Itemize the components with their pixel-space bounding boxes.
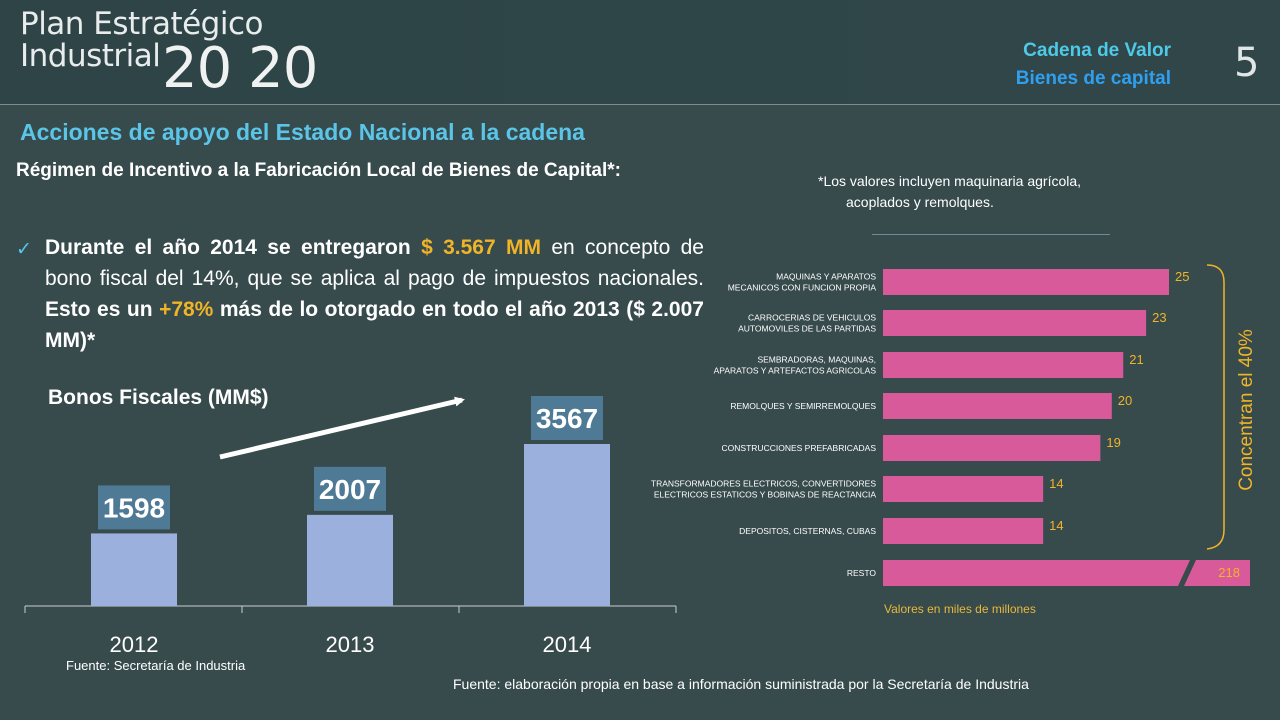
sector-category-label: SEMBRADORAS, MAQUINAS, bbox=[757, 355, 876, 365]
sector-bar bbox=[883, 269, 1169, 295]
sector-category-label: MECANICOS CON FUNCION PROPIA bbox=[728, 283, 877, 293]
source-right: Fuente: elaboración propia en base a inf… bbox=[453, 676, 1029, 692]
bullet-amount: $ 3.567 MM bbox=[421, 236, 541, 259]
divider-line bbox=[872, 234, 1110, 235]
concentration-label: Concentran el 40% bbox=[1232, 310, 1262, 510]
sector-value-label: 218 bbox=[1218, 565, 1240, 580]
sector-category-label: AUTOMOVILES DE LAS PARTIDAS bbox=[738, 324, 876, 334]
sector-category-label: CONSTRUCCIONES PREFABRICADAS bbox=[722, 443, 877, 453]
sector-value-label: 23 bbox=[1152, 310, 1166, 325]
sector-category-label: CARROCERIAS DE VEHICULOS bbox=[748, 313, 876, 323]
bar-value-label: 2007 bbox=[319, 474, 381, 505]
sector-category-label: MAQUINAS Y APARATOS bbox=[776, 272, 876, 282]
sector-value-label: 14 bbox=[1049, 518, 1063, 533]
x-tick-label: 2013 bbox=[326, 632, 375, 657]
sector-category-label: DEPOSITOS, CISTERNAS, CUBAS bbox=[739, 526, 876, 536]
sector-bar bbox=[883, 310, 1147, 336]
footnote-line2: acoplados y remolques. bbox=[846, 194, 994, 210]
x-tick-label: 2012 bbox=[110, 632, 159, 657]
sector-bar bbox=[883, 352, 1124, 378]
bar-value-label: 3567 bbox=[536, 403, 598, 434]
bar-value-box bbox=[531, 396, 603, 440]
x-tick-label: 2014 bbox=[543, 632, 592, 657]
sector-bar bbox=[883, 476, 1044, 502]
logo-line2: Industrial bbox=[20, 38, 161, 74]
bonos-chart-title: Bonos Fiscales (MM$) bbox=[48, 386, 269, 409]
bullet-part-1: Durante el año 2014 se entregaron bbox=[45, 236, 411, 259]
sector-category-label: TRANSFORMADORES ELECTRICOS, CONVERTIDORE… bbox=[651, 479, 876, 489]
value-chain-subtitle: Bienes de capital bbox=[1015, 68, 1171, 89]
header-banner: Plan Estratégico Industrial 20 20 Cadena… bbox=[0, 0, 1280, 105]
bar-value-box bbox=[98, 485, 170, 530]
sector-bar bbox=[883, 518, 1044, 544]
concentration-bracket bbox=[1206, 264, 1225, 550]
logo-line1: Plan Estratégico bbox=[20, 6, 263, 42]
sector-bar bbox=[883, 393, 1112, 419]
values-unit-note: Valores en miles de millones bbox=[884, 602, 1036, 616]
sector-bar bbox=[883, 435, 1101, 461]
bar-value-label: 1598 bbox=[103, 492, 165, 523]
page-number: 5 bbox=[1234, 40, 1260, 86]
bullet-paragraph: Durante el año 2014 se entregaron $ 3.56… bbox=[45, 232, 704, 356]
bar-2013 bbox=[307, 514, 393, 606]
bullet-part-3: Esto es un bbox=[45, 298, 153, 321]
sector-value-label: 14 bbox=[1049, 476, 1063, 491]
checkmark-icon: ✓ bbox=[16, 239, 32, 260]
bar-value-box bbox=[314, 466, 386, 511]
sector-category-label: ELECTRICOS ESTATICOS Y BOBINAS DE REACTA… bbox=[654, 490, 876, 500]
sector-category-label: REMOLQUES Y SEMIRREMOLQUES bbox=[730, 401, 876, 411]
regime-title: Régimen de Incentivo a la Fabricación Lo… bbox=[16, 160, 622, 181]
footnote-line1: *Los valores incluyen maquinaria agrícol… bbox=[818, 173, 1082, 189]
sector-category-label: RESTO bbox=[847, 568, 877, 578]
bullet-part-2: en concepto de bono fiscal del 14%, que … bbox=[45, 236, 704, 290]
sector-bar-tail bbox=[1184, 560, 1250, 586]
sector-category-label: APARATOS Y ARTEFACTOS AGRICOLAS bbox=[714, 366, 877, 376]
sector-value-label: 21 bbox=[1129, 352, 1143, 367]
sector-value-label: 19 bbox=[1106, 435, 1120, 450]
sector-value-label: 25 bbox=[1175, 269, 1189, 284]
bullet-growth: +78% bbox=[159, 298, 214, 321]
source-left: Fuente: Secretaría de Industria bbox=[66, 658, 246, 673]
section-title: Acciones de apoyo del Estado Nacional a … bbox=[20, 119, 585, 145]
concentration-text: Concentran el 40% bbox=[1236, 329, 1257, 491]
values-footnote: *Los valores incluyen maquinaria agrícol… bbox=[818, 171, 1188, 213]
sector-value-label: 20 bbox=[1118, 393, 1132, 408]
bar-2012 bbox=[91, 533, 177, 606]
bullet-part-4: más de lo otorgado en todo el año 2013 (… bbox=[45, 298, 704, 352]
value-chain-title: Cadena de Valor bbox=[1023, 40, 1171, 61]
sector-bar-broken bbox=[883, 560, 1190, 586]
logo-year: 20 20 bbox=[162, 36, 318, 101]
bar-2014 bbox=[524, 444, 610, 606]
